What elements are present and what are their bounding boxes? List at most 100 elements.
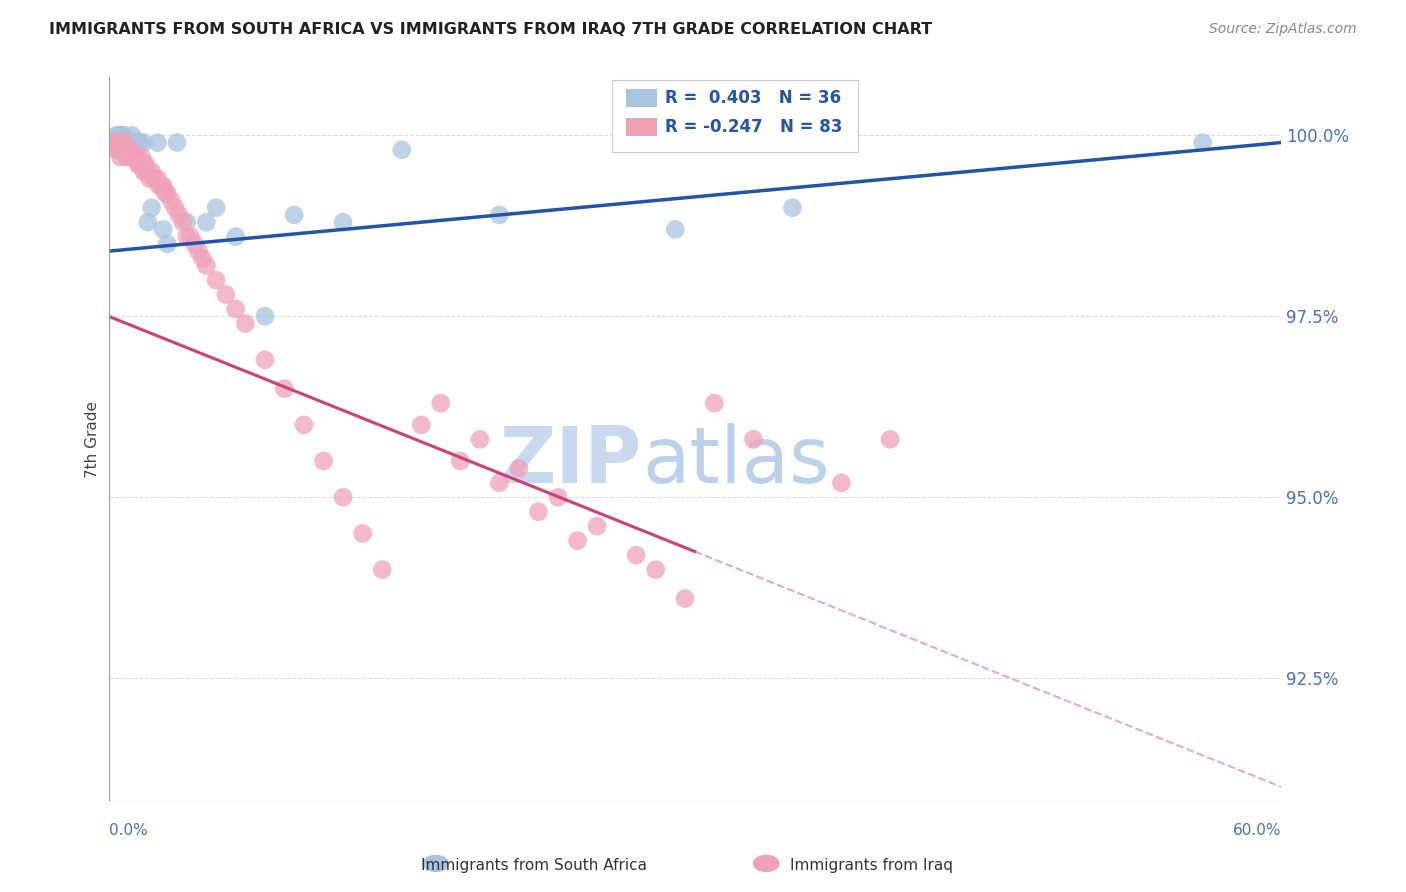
Point	[105, 128, 128, 143]
Point	[142, 171, 165, 186]
Point	[673, 591, 696, 606]
Point	[110, 128, 132, 143]
Point	[152, 179, 174, 194]
Point	[449, 454, 471, 468]
Point	[225, 301, 247, 316]
Point	[332, 490, 354, 504]
Point	[121, 150, 143, 164]
Text: R = -0.247   N = 83: R = -0.247 N = 83	[665, 118, 842, 136]
Point	[1191, 136, 1213, 150]
Text: atlas: atlas	[643, 423, 830, 499]
Point	[167, 208, 190, 222]
Point	[205, 273, 228, 287]
Point	[105, 136, 128, 150]
Point	[430, 396, 453, 410]
Point	[508, 461, 530, 475]
Point	[107, 136, 129, 150]
Point	[371, 563, 394, 577]
Point	[352, 526, 374, 541]
Point	[112, 128, 135, 143]
Point	[172, 215, 194, 229]
Point	[312, 454, 335, 468]
Point	[292, 417, 315, 432]
Text: Immigrants from Iraq: Immigrants from Iraq	[790, 858, 953, 872]
Point	[176, 215, 198, 229]
Point	[121, 150, 143, 164]
Point	[111, 136, 134, 150]
Point	[121, 128, 143, 143]
Y-axis label: 7th Grade: 7th Grade	[86, 401, 100, 478]
Point	[273, 382, 295, 396]
Point	[703, 396, 725, 410]
Point	[155, 186, 177, 201]
Point	[411, 417, 433, 432]
Point	[176, 229, 198, 244]
Point	[111, 143, 134, 157]
Point	[135, 157, 157, 171]
Point	[187, 244, 209, 259]
Point	[127, 157, 149, 171]
Point	[156, 186, 179, 201]
Point	[332, 215, 354, 229]
Point	[141, 164, 163, 178]
Text: ZIP: ZIP	[499, 423, 643, 499]
Point	[107, 143, 129, 157]
Point	[122, 150, 145, 164]
Point	[125, 150, 148, 164]
Point	[128, 136, 150, 150]
Text: R =  0.403   N = 36: R = 0.403 N = 36	[665, 89, 841, 107]
Point	[180, 229, 202, 244]
Point	[115, 143, 138, 157]
Point	[205, 201, 228, 215]
Point	[110, 136, 132, 150]
Point	[111, 128, 134, 143]
Point	[112, 136, 135, 150]
Text: Source: ZipAtlas.com: Source: ZipAtlas.com	[1209, 22, 1357, 37]
Point	[110, 150, 132, 164]
Point	[166, 136, 188, 150]
Point	[191, 252, 214, 266]
Point	[879, 433, 901, 447]
Point	[145, 171, 167, 186]
Point	[567, 533, 589, 548]
Point	[111, 136, 134, 150]
Point	[215, 287, 238, 301]
Point	[101, 136, 124, 150]
Point	[132, 136, 155, 150]
Point	[122, 150, 145, 164]
Point	[488, 475, 510, 490]
Point	[138, 171, 160, 186]
Point	[125, 150, 148, 164]
Point	[148, 179, 170, 194]
Point	[586, 519, 609, 533]
Point	[830, 475, 852, 490]
Text: 0.0%: 0.0%	[108, 823, 148, 838]
Point	[120, 143, 142, 157]
Point	[742, 433, 765, 447]
Point	[253, 310, 276, 324]
Point	[547, 490, 569, 504]
Point	[128, 157, 150, 171]
Point	[103, 136, 125, 150]
Point	[107, 136, 129, 150]
Point	[195, 259, 218, 273]
Point	[117, 136, 139, 150]
Point	[141, 201, 163, 215]
Point	[122, 143, 145, 157]
Point	[112, 143, 135, 157]
Point	[195, 215, 218, 229]
Point	[488, 208, 510, 222]
Point	[782, 201, 804, 215]
Point	[105, 143, 128, 157]
Point	[165, 201, 187, 215]
Point	[117, 143, 139, 157]
Point	[146, 136, 169, 150]
Point	[125, 136, 148, 150]
Point	[136, 215, 159, 229]
Point	[150, 179, 173, 194]
Text: IMMIGRANTS FROM SOUTH AFRICA VS IMMIGRANTS FROM IRAQ 7TH GRADE CORRELATION CHART: IMMIGRANTS FROM SOUTH AFRICA VS IMMIGRAN…	[49, 22, 932, 37]
Point	[120, 150, 142, 164]
Point	[135, 164, 157, 178]
Text: 60.0%: 60.0%	[1233, 823, 1281, 838]
Point	[120, 136, 142, 150]
